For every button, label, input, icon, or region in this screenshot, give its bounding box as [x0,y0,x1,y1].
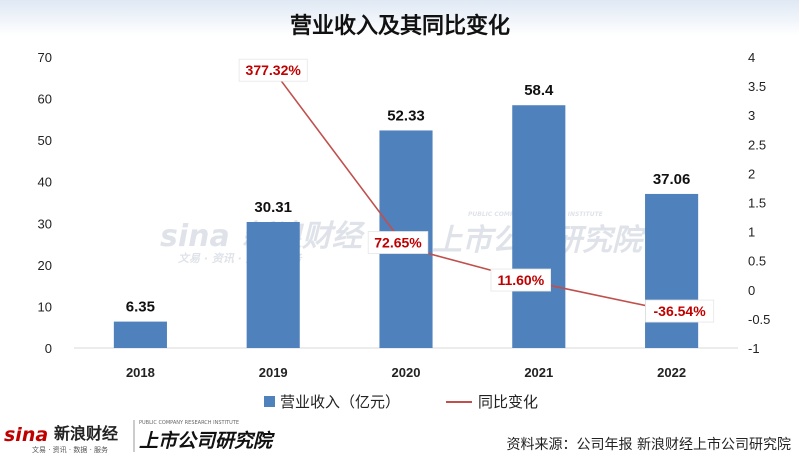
sina-cn-text: 新浪财经 [54,424,118,443]
right-tick-label: 3.5 [748,79,766,94]
x-tick-label: 2019 [259,365,288,380]
right-tick-label: 1 [748,225,755,240]
left-tick-label: 70 [38,50,52,65]
institute-text: 上市公司研究院 [139,430,275,452]
source-text: 资料来源：公司年报 新浪财经上市公司研究院 [507,436,791,453]
x-tick-label: 2021 [524,365,553,380]
yoy-label-box [490,268,551,292]
x-axis: 2018 2019 2020 2021 2022 [126,365,686,380]
right-axis: -1 -0.5 0 0.5 1 1.5 2 2.5 3 3.5 4 [748,50,770,356]
right-tick-label: -1 [748,341,760,356]
footer-logo-institute: PUBLIC COMPANY RESEARCH INSTITUTE 上市公司研究… [139,420,275,452]
bar-2022 [645,193,699,348]
yoy-label-2021: 11.60% [490,268,551,292]
chart-title: 营业收入及其同比变化 [290,13,510,39]
yoy-label-2022: -36.54% [645,299,715,323]
footer-logo-sina: sina 新浪财经 文易 · 资讯 · 数据 · 服务 [4,424,118,454]
left-tick-label: 0 [45,341,52,356]
bar-value-label: 30.31 [254,199,292,216]
bar-2021 [512,105,566,348]
left-axis: 0 10 20 30 40 50 60 70 [38,50,52,356]
yoy-line-series [272,69,672,312]
sina-logo-text: sina [4,424,48,446]
bar-value-label: 37.06 [653,171,691,188]
bar-2018 [113,321,167,348]
sina-sub-text: 文易 · 资讯 · 数据 · 服务 [32,445,108,454]
yoy-value-label: 72.65% [374,235,422,251]
left-tick-label: 10 [38,299,52,314]
right-tick-label: 0 [748,283,755,298]
yoy-label-box [645,299,715,323]
yoy-value-label: 377.32% [246,62,302,78]
legend-line-label: 同比变化 [478,393,538,411]
right-tick-label: 2.5 [748,137,766,152]
legend: 营业收入（亿元） 同比变化 [264,393,538,411]
x-tick-label: 2022 [657,365,686,380]
left-tick-label: 30 [38,216,52,231]
right-tick-label: 4 [748,50,755,65]
legend-bar-label: 营业收入（亿元） [280,393,400,411]
right-tick-label: 1.5 [748,196,766,211]
left-tick-label: 40 [38,175,52,190]
bar-value-labels: 6.35 30.31 52.33 58.4 37.06 [126,82,691,315]
yoy-label-2020: 72.65% [367,231,429,254]
right-tick-label: 0.5 [748,254,766,269]
right-tick-label: 2 [748,166,755,181]
yoy-label-2019: 377.32% [238,58,308,82]
yoy-value-labels: 377.32% 72.65% 11.60% -36.54% [238,58,715,323]
yoy-label-box [367,231,429,254]
bar-2019 [246,221,300,348]
legend-bar-swatch [264,396,275,407]
bar-series [113,105,699,348]
bar-value-label: 52.33 [387,107,425,124]
bar-value-label: 6.35 [126,299,155,316]
left-tick-label: 20 [38,258,52,273]
x-tick-label: 2018 [126,365,155,380]
x-tick-label: 2020 [392,365,421,380]
yoy-label-box [238,58,308,82]
right-tick-label: 3 [748,108,755,123]
right-tick-label: -0.5 [748,312,770,327]
left-tick-label: 50 [38,133,52,148]
institute-en-text: PUBLIC COMPANY RESEARCH INSTITUTE [139,420,239,426]
yoy-value-label: 11.60% [497,272,544,288]
yoy-value-label: -36.54% [654,303,707,319]
watermark-sina-text: sina [160,219,230,254]
left-tick-label: 60 [38,92,52,107]
bar-value-label: 58.4 [524,82,554,99]
